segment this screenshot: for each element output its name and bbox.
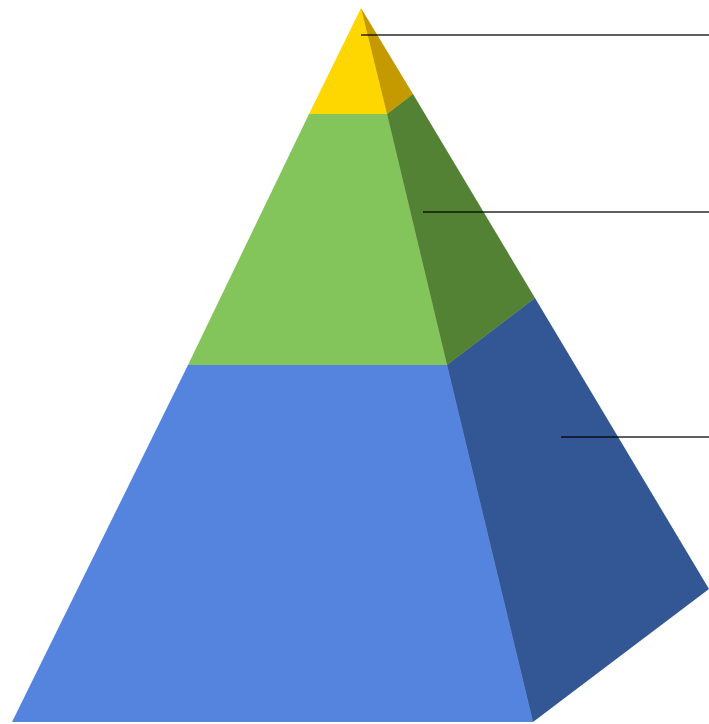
tier-middle-side-face: [387, 94, 535, 365]
pyramid-tier-bottom: [12, 298, 709, 722]
pyramid-tier-middle: [188, 94, 535, 365]
pyramid-tier-top: [309, 8, 413, 114]
tier-bottom-side-face: [447, 298, 709, 722]
tier-bottom-front-face: [12, 365, 533, 722]
tier-middle-front-face: [188, 114, 447, 365]
